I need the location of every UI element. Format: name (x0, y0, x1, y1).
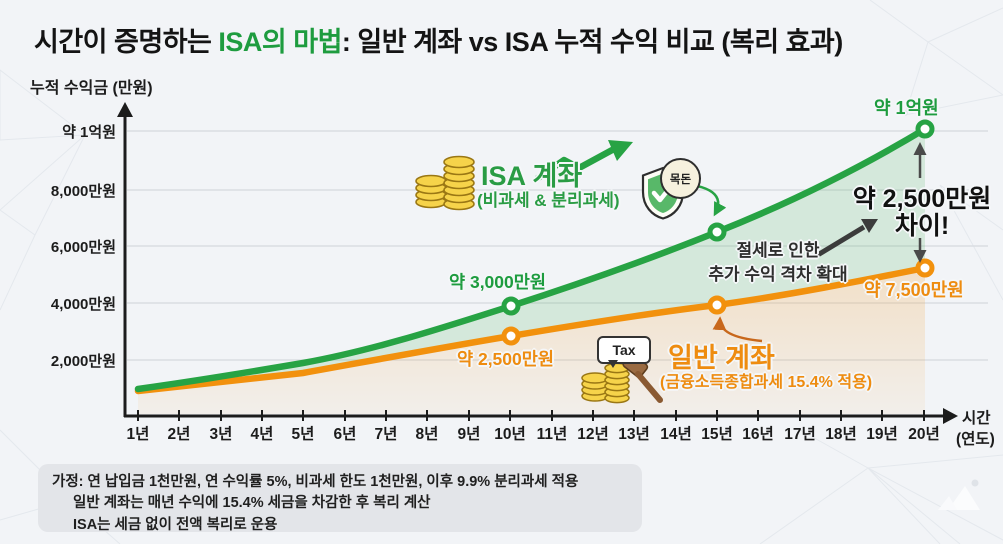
tax-bubble: Tax (597, 336, 651, 364)
coins-stack-icon (414, 150, 478, 212)
y-axis-title: 누적 수익금 (만원) (30, 80, 153, 97)
coins-gavel-icon (580, 348, 670, 404)
x-axis-title-bottom: (연도) (956, 431, 995, 448)
y-tick-8000: 8,000만원 (50, 183, 116, 200)
assumption-line2: 일반 계좌는 매년 수익에 15.4% 세금을 차감한 후 복리 계산 (73, 495, 431, 512)
x-tick-13: 13년 (618, 426, 650, 443)
gap-widening-arrow (814, 219, 878, 259)
tax-bubble-label: Tax (612, 342, 636, 358)
tax-gap-note-line2: 추가 수익 격차 확대 (708, 265, 848, 284)
gap-amount-label-2: 차이! (894, 212, 950, 240)
title-highlight: ISA의 마법 (218, 27, 342, 57)
assumption-line1: 가정: 연 납입금 1천만원, 연 수익률 5%, 비과세 한도 1천만원, 이… (52, 474, 579, 490)
isa-data-points (501, 119, 935, 316)
assumption-line3: ISA는 세금 없이 전액 복리로 운용 (73, 516, 278, 533)
regular-legend-subtitle: (금융소득종합과세 15.4% 적용) (660, 374, 873, 391)
isa-value-label-10y: 약 3,000만원 (449, 272, 546, 292)
regular-value-label-10y: 약 2,500만원 (457, 349, 554, 369)
title-part2: : 일반 계좌 vs ISA 누적 수익 비교 (복리 효과) (341, 27, 843, 57)
tax-gap-note-line1: 절세로 인한 (736, 241, 820, 260)
isa-value-label-20y: 약 1억원 (874, 98, 939, 118)
isa-legend-title: ISA 계좌 (481, 161, 583, 191)
gap-amount-label: 약 2,500만원 (852, 185, 992, 213)
y-tick-4000: 4,000만원 (50, 296, 116, 313)
x-tick-11: 11년 (536, 426, 568, 443)
x-tick-9: 9년 (457, 426, 481, 443)
gap-arrow (913, 142, 927, 263)
y-axis-arrowhead (117, 102, 133, 117)
regular-data-points (501, 258, 935, 346)
isa-advantage-area (138, 129, 925, 391)
x-axis-arrowhead (943, 408, 958, 424)
y-tick-2000: 2,000만원 (50, 353, 116, 370)
x-axis-ticks (137, 410, 925, 421)
isa-legend-subtitle: (비과세 & 분리과세) (477, 191, 620, 210)
x-tick-19: 19년 (866, 426, 898, 443)
x-tick-20: 20년 (908, 426, 940, 443)
x-tick-16: 16년 (742, 426, 774, 443)
x-tick-2: 2년 (167, 426, 191, 443)
x-tick-5: 5년 (291, 426, 315, 443)
regular-legend-title: 일반 계좌 (668, 343, 775, 373)
x-tick-7: 7년 (374, 426, 398, 443)
x-tick-6: 6년 (333, 426, 357, 443)
x-tick-10: 10년 (494, 426, 526, 443)
growth-arrow-icon (534, 138, 644, 184)
money-badge: 목돈 (660, 158, 701, 199)
x-tick-14: 14년 (660, 426, 692, 443)
assumptions-box: 가정: 연 납입금 1천만원, 연 수익률 5%, 비과세 한도 1천만원, 이… (38, 464, 642, 533)
y-tick-6000: 6,000만원 (50, 239, 116, 256)
x-tick-18: 18년 (825, 426, 857, 443)
regular-value-label-20y: 약 7,500만원 (864, 280, 964, 300)
y-tick-10000: 약 1억원 (62, 124, 116, 141)
x-tick-12: 12년 (577, 426, 609, 443)
x-tick-1: 1년 (126, 426, 150, 443)
x-tick-4: 4년 (250, 426, 274, 443)
money-badge-label: 목돈 (669, 173, 692, 186)
regular-pointer-arrow (712, 316, 763, 343)
tax-bubble-tail (608, 360, 618, 368)
x-tick-3: 3년 (209, 426, 233, 443)
x-tick-8: 8년 (415, 426, 439, 443)
title-part1: 시간이 증명하는 (34, 27, 219, 57)
x-tick-17: 17년 (784, 426, 816, 443)
x-axis-title-top: 시간 (962, 410, 991, 427)
page-title: 시간이 증명하는 ISA의 마법: 일반 계좌 vs ISA 누적 수익 비교 … (34, 20, 843, 59)
x-tick-15: 15년 (701, 426, 733, 443)
